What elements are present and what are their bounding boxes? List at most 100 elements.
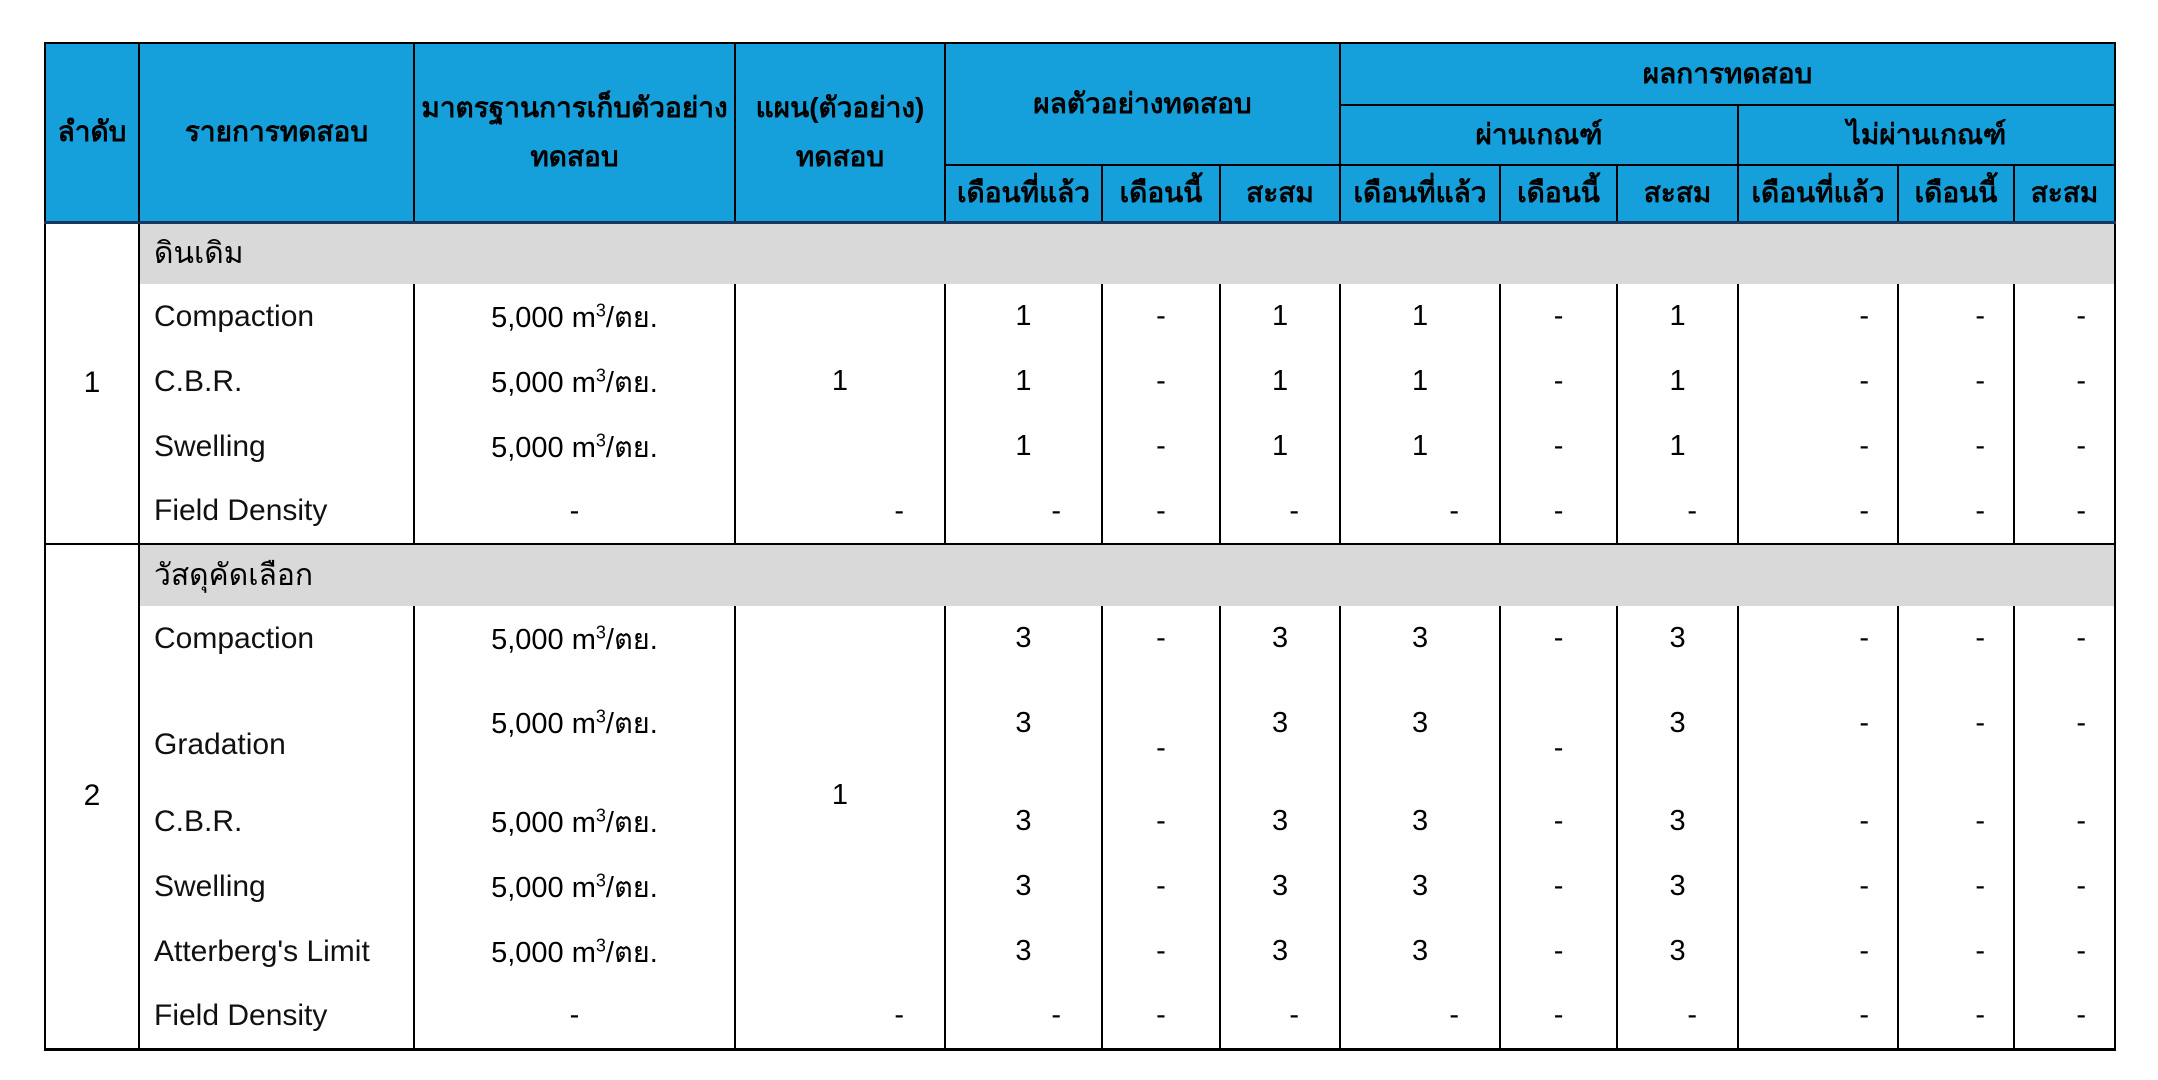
std-superscript: 3 (595, 869, 606, 890)
fail-this-month-value: - (1897, 671, 2016, 789)
table-row: Gradation 5,000 m3/ตย. 3 - 3 3 - 3 - - - (45, 671, 2117, 789)
cell-value: - (1553, 430, 1564, 462)
cell-value: - (1289, 494, 1300, 527)
sampling-standard-value: 5,000 m3/ตย. (413, 919, 736, 984)
sample-cumulative-value: - (1218, 984, 1342, 1049)
fail-this-month-value: - (1897, 479, 2016, 544)
table-row: C.B.R. 5,000 m3/ตย. 1 - 1 1 - 1 - - - (45, 349, 2117, 414)
cell-value: - (1449, 999, 1460, 1032)
section-title-label: ดินเดิม (154, 237, 244, 271)
group-pass-label: ผ่านเกณฑ์ (1475, 119, 1603, 150)
cell-value: 3 (1015, 706, 1032, 739)
cell-value: - (1156, 430, 1166, 462)
fail-cumulative-value: - (2013, 854, 2117, 919)
sample-this-month-value: - (1101, 789, 1221, 854)
cell-value: - (1975, 430, 1986, 462)
table-row: Swelling 5,000 m3/ตย. 1 - 1 1 - 1 - - - (45, 414, 2117, 479)
cell-value: - (1553, 731, 1564, 764)
cell-value: - (1975, 365, 1986, 397)
section-2-title-band: วัสดุคัดเลือก (137, 544, 2117, 606)
cell-value: 3 (1271, 622, 1289, 654)
group-header-test-results: ผลการทดสอบ (1339, 42, 2117, 106)
pass-this-month-value: - (1499, 984, 1619, 1049)
sample-cumulative-value: 3 (1218, 606, 1342, 671)
test-name: Compaction (138, 284, 415, 349)
fail-cumulative-value: - (2013, 671, 2117, 789)
test-name-label: Compaction (154, 621, 315, 655)
cell-value: - (1553, 870, 1564, 902)
header-row-groups: ลำดับ รายการทดสอบ มาตรฐานการเก็บตัวอย่าง… (44, 42, 2117, 223)
cell-value: - (894, 999, 904, 1032)
pass-cumulative-value: 3 (1616, 854, 1740, 919)
cell-value: 3 (1669, 805, 1686, 837)
fail-cumulative-value: - (2013, 414, 2117, 479)
pass-this-month-value: - (1499, 919, 1619, 984)
sample-cumulative-value: 3 (1218, 789, 1342, 854)
cell-value: 3 (1271, 706, 1289, 739)
fail-cumulative-value: - (2013, 349, 2117, 414)
pass-cumulative-label: สะสม (1643, 177, 1712, 209)
cell-value: - (2076, 870, 2087, 902)
cell-value: - (1975, 935, 1986, 967)
fail-last-month-label: เดือนที่แล้ว (1751, 177, 1885, 209)
sample-last-month-value: 3 (944, 606, 1103, 671)
std-superscript: 3 (595, 706, 606, 727)
sampling-standard-value: 5,000 m3/ตย. (413, 284, 736, 349)
col-header-no: ลำดับ (44, 42, 140, 223)
col-header-test-plan: แผน(ตัวอย่าง) ทดสอบ (734, 42, 946, 223)
pass-cumulative-value: - (1616, 984, 1740, 1049)
fail-last-month-value: - (1737, 284, 1900, 349)
std-number: 5,000 m (491, 936, 596, 969)
test-name: Swelling (138, 854, 415, 919)
sample-cumulative-value: 3 (1218, 671, 1342, 789)
fail-last-month-value: - (1737, 606, 1900, 671)
test-plan-line1: แผน(ตัวอย่าง) (755, 92, 925, 124)
sample-last-month-value: 3 (944, 671, 1103, 789)
cell-value: 3 (1271, 935, 1289, 967)
plan-value: 1 (734, 284, 946, 479)
sample-last-month-value: 1 (944, 414, 1103, 479)
pass-this-month-value: - (1499, 414, 1619, 479)
subheader-sample-last-month: เดือนที่แล้ว (944, 164, 1103, 224)
fail-last-month-value: - (1737, 414, 1900, 479)
pass-cumulative-value: 3 (1616, 606, 1740, 671)
table-row: Compaction 5,000 m3/ตย. 1 1 - 1 1 - 1 - … (45, 284, 2117, 479)
subheader-pass-this-month: เดือนนี้ (1499, 164, 1619, 224)
header-row-months: เดือนที่แล้ว เดือนนี้ สะสม เดือนที่แล้ว … (45, 164, 2117, 224)
cell-value: - (1859, 935, 1870, 967)
sample-cumulative-value: 3 (1218, 919, 1342, 984)
cell-value: - (1156, 365, 1166, 397)
cell-value: 3 (1271, 870, 1289, 902)
plan-value-label: 1 (831, 778, 849, 811)
group-header-pass: ผ่านเกณฑ์ (1339, 104, 1740, 166)
test-name: Compaction (138, 606, 415, 671)
sample-last-month-value: - (944, 984, 1103, 1049)
fail-this-month-value: - (1897, 984, 2016, 1049)
section-number-label: 1 (83, 366, 101, 400)
table-row: Compaction 5,000 m3/ตย. 1 3 - 3 3 - 3 - … (45, 606, 2117, 984)
cell-value: 3 (1411, 935, 1429, 967)
cell-value: 1 (1271, 300, 1289, 332)
cell-value: 1 (1669, 430, 1686, 462)
cell-value: 3 (1411, 622, 1429, 654)
section-number-label: 2 (83, 779, 101, 813)
sampling-standard-value: 5,000 m3/ตย. (413, 349, 736, 414)
cell-value: - (1859, 430, 1870, 462)
cell-value: 3 (1015, 622, 1032, 654)
sampling-standard-value: 5,000 m3/ตย. (413, 606, 736, 671)
test-name-label: Field Density (154, 494, 328, 527)
cell-value: - (1156, 622, 1166, 654)
pass-last-month-label: เดือนที่แล้ว (1353, 177, 1487, 209)
pass-last-month-value: - (1339, 479, 1502, 544)
section-1-title-band: ดินเดิม (137, 222, 2117, 284)
sample-cumulative-value: 1 (1218, 414, 1342, 479)
fail-this-month-value: - (1897, 789, 2016, 854)
std-number: 5,000 m (491, 301, 596, 334)
cell-value: - (1156, 999, 1166, 1032)
cell-value: - (1156, 731, 1166, 764)
fail-last-month-value: - (1737, 919, 1900, 984)
cell-value: - (1051, 999, 1061, 1032)
plan-value: 1 (734, 606, 946, 984)
test-name: C.B.R. (138, 789, 415, 854)
pass-cumulative-value: 1 (1616, 414, 1740, 479)
